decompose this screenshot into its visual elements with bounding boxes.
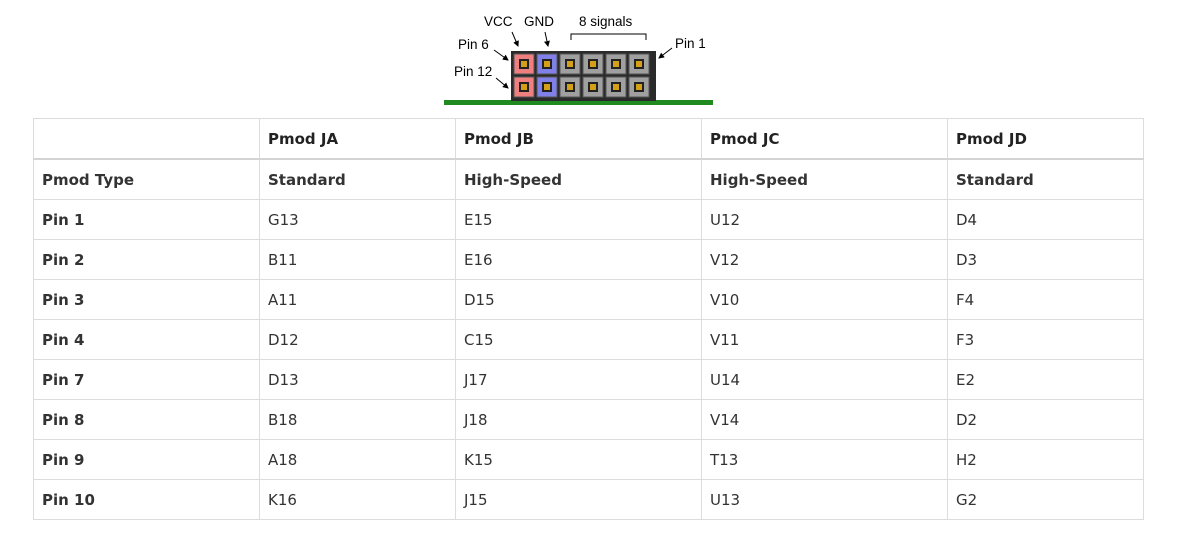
- row-label: Pin 3: [33, 279, 260, 320]
- table-cell: B18: [259, 399, 456, 440]
- header-pmod-ja: Pmod JA: [259, 118, 456, 160]
- table-row: Pin 3 A11 D15 V10 F4: [33, 279, 1144, 320]
- table-cell: High-Speed: [701, 158, 948, 200]
- signals-label: 8 signals: [579, 14, 633, 29]
- table-cell: A18: [259, 439, 456, 480]
- pcb-strip: [444, 100, 713, 105]
- table-row: Pin 1 G13 E15 U12 D4: [33, 199, 1144, 240]
- row-label: Pin 7: [33, 359, 260, 400]
- header-pmod-jb: Pmod JB: [455, 118, 702, 160]
- connector-pins: [513, 53, 650, 98]
- pin1-arrow: [658, 47, 673, 59]
- table-row: Pmod Type Standard High-Speed High-Speed Sta…: [33, 158, 1144, 200]
- table-cell: High-Speed: [455, 158, 702, 200]
- pin-core: [567, 61, 573, 67]
- table-header-row: Pmod JA Pmod JB Pmod JC Pmod JD: [33, 118, 1144, 160]
- pin-core: [636, 61, 642, 67]
- gnd-arrow: [544, 31, 550, 47]
- pin-core: [521, 61, 527, 67]
- table-cell: E15: [455, 199, 702, 240]
- table-cell: D3: [947, 239, 1144, 280]
- table-cell: G13: [259, 199, 456, 240]
- pin-core: [544, 84, 550, 90]
- header-pmod-jd: Pmod JD: [947, 118, 1144, 160]
- table-cell: Standard: [947, 158, 1144, 200]
- pin6-label: Pin 6: [458, 37, 489, 52]
- table-cell: V10: [701, 279, 948, 320]
- table-cell: J15: [455, 479, 702, 520]
- pin-core: [590, 84, 596, 90]
- pin6-arrow: [493, 49, 509, 61]
- pin-core: [521, 84, 527, 90]
- pin-core: [567, 84, 573, 90]
- table-row: Pin 9 A18 K15 T13 H2: [33, 439, 1144, 480]
- table-cell: H2: [947, 439, 1144, 480]
- row-label: Pin 4: [33, 319, 260, 360]
- table-cell: U14: [701, 359, 948, 400]
- table-cell: Standard: [259, 158, 456, 200]
- row-label: Pmod Type: [33, 158, 260, 200]
- pin-core: [636, 84, 642, 90]
- pin-core: [590, 61, 596, 67]
- table-cell: E16: [455, 239, 702, 280]
- pin-core: [544, 61, 550, 67]
- vcc-arrow: [511, 31, 519, 47]
- table-cell: B11: [259, 239, 456, 280]
- table-cell: E2: [947, 359, 1144, 400]
- table-cell: V14: [701, 399, 948, 440]
- table-cell: T13: [701, 439, 948, 480]
- table-cell: K15: [455, 439, 702, 480]
- row-label: Pin 2: [33, 239, 260, 280]
- pin12-label: Pin 12: [454, 64, 492, 79]
- table-cell: D12: [259, 319, 456, 360]
- pin-core: [613, 84, 619, 90]
- table-body: Pmod Type Standard High-Speed High-Speed Sta…: [33, 158, 1144, 520]
- table-cell: K16: [259, 479, 456, 520]
- table-cell: D15: [455, 279, 702, 320]
- table-cell: V11: [701, 319, 948, 360]
- header-corner: [33, 118, 260, 160]
- table-row: Pin 8 B18 J18 V14 D2: [33, 399, 1144, 440]
- gnd-label: GND: [524, 14, 554, 29]
- table-row: Pin 7 D13 J17 U14 E2: [33, 359, 1144, 400]
- table-cell: U13: [701, 479, 948, 520]
- table-cell: J17: [455, 359, 702, 400]
- table-cell: U12: [701, 199, 948, 240]
- signals-bracket: [570, 33, 647, 40]
- table-cell: D2: [947, 399, 1144, 440]
- pmod-pinout-table: Pmod JA Pmod JB Pmod JC Pmod JD Pmod Typ…: [33, 118, 1144, 520]
- table-row: Pin 2 B11 E16 V12 D3: [33, 239, 1144, 280]
- header-pmod-jc: Pmod JC: [701, 118, 948, 160]
- pin1-label: Pin 1: [675, 36, 706, 51]
- table-cell: G2: [947, 479, 1144, 520]
- pin-core: [613, 61, 619, 67]
- table-row: Pin 4 D12 C15 V11 F3: [33, 319, 1144, 360]
- row-label: Pin 8: [33, 399, 260, 440]
- table-cell: D4: [947, 199, 1144, 240]
- vcc-label: VCC: [484, 14, 513, 29]
- row-label: Pin 9: [33, 439, 260, 480]
- row-label: Pin 1: [33, 199, 260, 240]
- table-cell: F4: [947, 279, 1144, 320]
- table-cell: J18: [455, 399, 702, 440]
- table-cell: F3: [947, 319, 1144, 360]
- pin12-arrow: [495, 77, 509, 89]
- table-cell: D13: [259, 359, 456, 400]
- table-cell: A11: [259, 279, 456, 320]
- row-label: Pin 10: [33, 479, 260, 520]
- table-cell: V12: [701, 239, 948, 280]
- table-row: Pin 10 K16 J15 U13 G2: [33, 479, 1144, 520]
- table-cell: C15: [455, 319, 702, 360]
- pmod-connector-diagram: VCC GND 8 signals Pin 6 Pin 1 Pin 12: [444, 14, 713, 105]
